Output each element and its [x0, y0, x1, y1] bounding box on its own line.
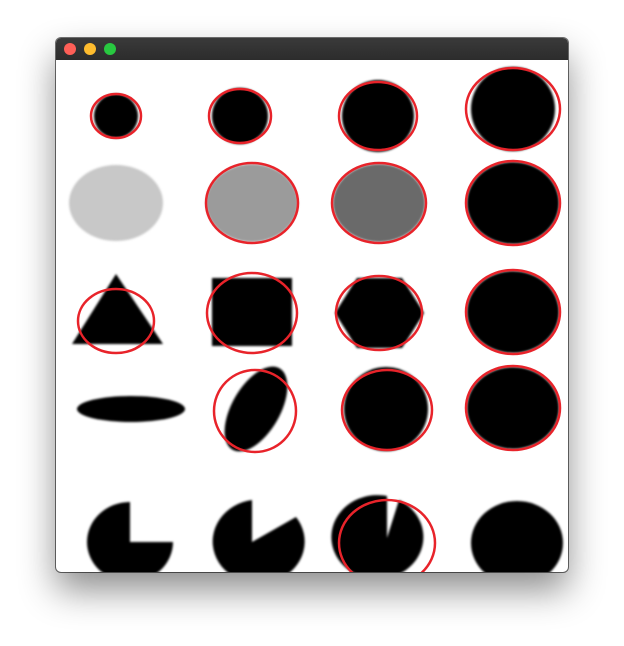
cell-r3-c4: [464, 268, 562, 356]
black-triangle-shape: [72, 274, 163, 344]
detection-outline: [76, 287, 156, 355]
cell-r4-c2: [212, 366, 298, 454]
close-window-button[interactable]: [64, 43, 76, 55]
detection-outline: [340, 368, 434, 452]
detection-outline: [464, 268, 562, 356]
detection-outline: [337, 80, 419, 152]
detection-outline: [204, 161, 300, 245]
black-tilted-ellipse-shape: [224, 366, 288, 452]
black-pacman-quarter-shape: [87, 502, 173, 572]
light-gray-circle-shape: [69, 165, 163, 241]
black-hexagon-shape: [335, 278, 424, 348]
shape-detection-canvas: [69, 66, 563, 572]
title-bar[interactable]: [56, 38, 568, 60]
app-window: [56, 38, 568, 572]
cell-r2-c3: [330, 161, 428, 245]
black-circle-shape: [471, 67, 555, 151]
cell-r4-c4: [464, 364, 562, 452]
black-circle-shape: [212, 88, 268, 144]
cell-r3-c2: [205, 271, 299, 355]
cell-r1-c1: [89, 92, 143, 140]
cell-r5-c3: [331, 495, 437, 572]
zoom-window-button[interactable]: [104, 43, 116, 55]
mid-gray-circle-shape: [206, 164, 298, 242]
black-circle-shape: [344, 367, 428, 451]
black-circle-shape: [471, 501, 563, 572]
black-pacman-sliver-shape: [331, 495, 424, 572]
detection-outline: [334, 274, 424, 352]
black-circle-shape: [467, 367, 559, 449]
dark-gray-circle-shape: [333, 164, 425, 242]
cell-r4-c3: [340, 367, 434, 452]
black-square-shape: [212, 278, 292, 346]
cell-r4-c1: [77, 396, 185, 422]
detection-outline: [207, 87, 273, 145]
cell-r3-c3: [334, 274, 424, 352]
detection-outline: [464, 66, 562, 152]
detection-outline: [212, 368, 298, 454]
detection-outline: [330, 161, 428, 245]
cell-r5-c1: [87, 502, 173, 572]
black-pacman-wedge-shape: [212, 500, 305, 572]
cell-r5-c4: [471, 501, 563, 572]
cell-r2-c2: [204, 161, 300, 245]
cell-r5-c2: [212, 500, 305, 572]
detection-outline: [205, 271, 299, 355]
cell-r1-c4: [464, 66, 562, 152]
detection-outline: [89, 92, 143, 140]
cell-r1-c3: [337, 80, 419, 152]
cell-r3-c1: [72, 274, 163, 355]
cell-r2-c1: [69, 165, 163, 241]
detection-outline: [337, 498, 437, 572]
detection-outline: [464, 364, 562, 452]
cell-r1-c2: [207, 87, 273, 145]
detection-outline: [464, 159, 562, 247]
black-circle-shape: [467, 271, 559, 353]
black-circle-shape: [94, 94, 138, 138]
black-circle-shape: [467, 162, 559, 244]
minimize-window-button[interactable]: [84, 43, 96, 55]
black-circle-shape: [342, 80, 414, 152]
cell-r2-c4: [464, 159, 562, 247]
black-flat-ellipse-shape: [77, 396, 185, 422]
